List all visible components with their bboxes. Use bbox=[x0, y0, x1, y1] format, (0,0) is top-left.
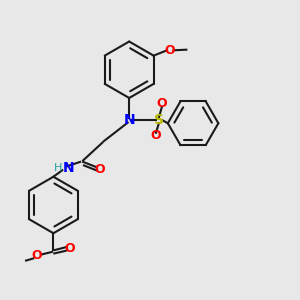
Text: O: O bbox=[151, 129, 161, 142]
Text: N: N bbox=[123, 113, 135, 127]
Text: H: H bbox=[54, 163, 62, 173]
Text: O: O bbox=[157, 98, 167, 110]
Text: O: O bbox=[64, 242, 75, 255]
Text: O: O bbox=[94, 163, 105, 176]
Text: O: O bbox=[165, 44, 175, 57]
Text: O: O bbox=[32, 249, 42, 262]
Text: N: N bbox=[63, 161, 74, 175]
Text: S: S bbox=[154, 113, 164, 127]
